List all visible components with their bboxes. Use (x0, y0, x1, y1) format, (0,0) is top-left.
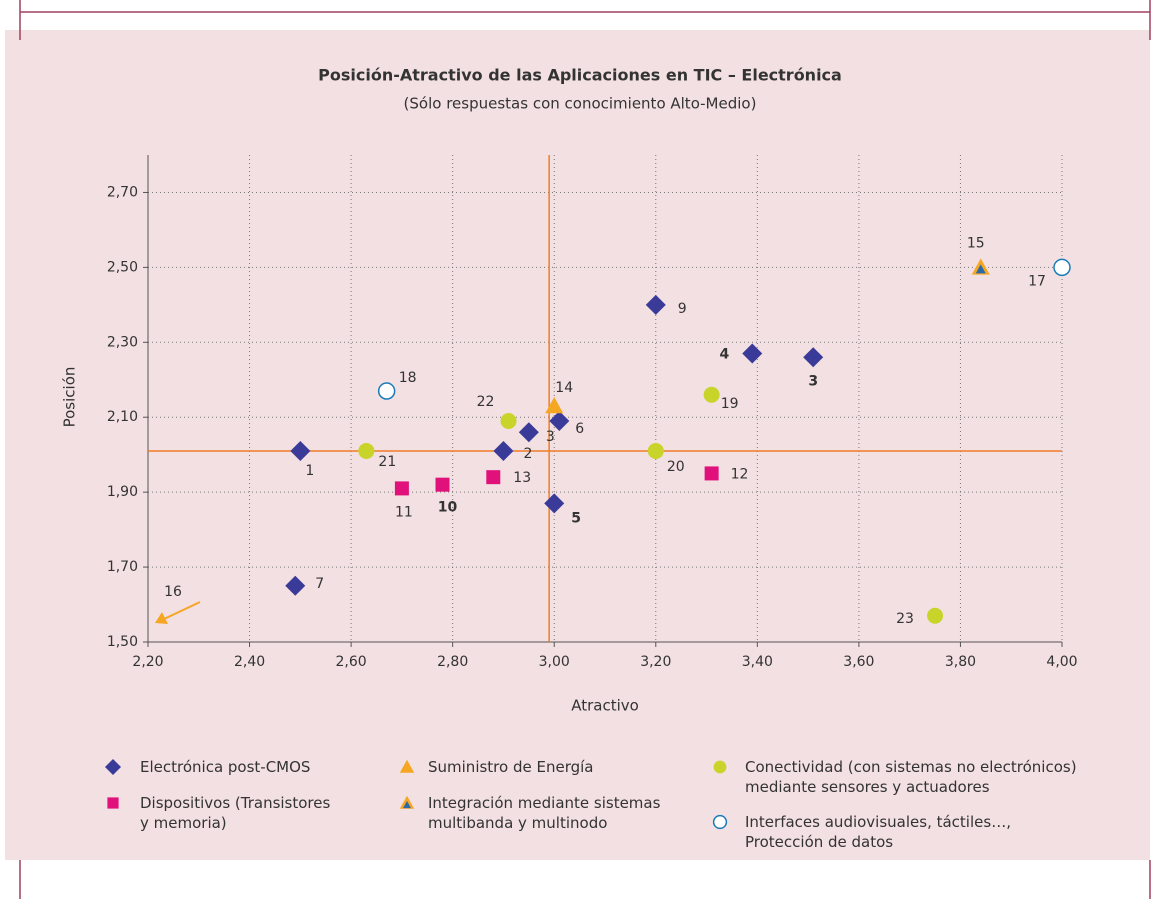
legend-label: Electrónica post-CMOS (140, 758, 311, 776)
legend-marker (105, 759, 121, 775)
point (742, 343, 763, 364)
x-tick-label: 3,60 (843, 654, 874, 670)
point-label: 7 (315, 576, 324, 592)
y-tick-label: 1,50 (107, 634, 138, 650)
y-tick-label: 1,70 (107, 559, 138, 575)
point (358, 442, 375, 459)
point (493, 440, 514, 461)
y-tick-label: 2,50 (107, 259, 138, 275)
annotation: 16 (164, 584, 182, 600)
point (1053, 258, 1071, 277)
y-tick-label: 2,70 (107, 184, 138, 200)
point (290, 440, 311, 461)
legend-label: Suministro de Energía (428, 758, 594, 776)
point-label: 4 (720, 347, 730, 363)
legend-marker (399, 759, 415, 773)
x-tick-label: 3,40 (742, 654, 773, 670)
y-axis-label: Posición (61, 367, 79, 428)
point (645, 294, 666, 315)
x-tick-label: 2,20 (132, 654, 163, 670)
point (803, 347, 824, 368)
point-label: 17 (1028, 273, 1046, 289)
arrow-head (155, 612, 168, 624)
x-tick-label: 2,40 (234, 654, 265, 670)
point (704, 466, 719, 481)
point (500, 412, 517, 429)
point (285, 575, 306, 596)
legend-label: Integración mediante sistemas multibanda… (428, 794, 661, 832)
point-label: 15 (967, 235, 985, 251)
x-tick-label: 3,80 (945, 654, 976, 670)
point (545, 396, 564, 414)
x-tick-label: 4,00 (1046, 654, 1077, 670)
point (544, 493, 565, 514)
point-label: 11 (395, 504, 413, 520)
point-inner (975, 264, 986, 274)
point-label: 21 (378, 454, 396, 470)
point-label: 12 (731, 466, 749, 482)
point (703, 386, 720, 403)
legend-label: Interfaces audiovisuales, táctiles…, Pro… (745, 813, 1011, 851)
panel (5, 30, 1150, 860)
chart-subtitle: (Sólo respuestas con conocimiento Alto-M… (404, 95, 757, 113)
point (549, 410, 570, 431)
point (377, 382, 396, 400)
legend-label: Conectividad (con sistemas no electrónic… (745, 758, 1077, 796)
x-tick-label: 3,00 (539, 654, 570, 670)
point-label: 1 (305, 463, 314, 479)
point-label: 3 (546, 429, 555, 445)
x-tick-label: 2,80 (437, 654, 468, 670)
point-label: 2 (523, 446, 532, 462)
point-label: 5 (571, 510, 581, 526)
point (927, 607, 944, 624)
legend-marker (713, 760, 727, 774)
arrow (163, 601, 201, 620)
point-label: 22 (477, 394, 495, 410)
point-inner (403, 801, 411, 809)
x-tick-label: 3,20 (640, 654, 671, 670)
point-label: 23 (896, 611, 914, 627)
y-tick-label: 2,10 (107, 409, 138, 425)
y-tick-label: 2,30 (107, 334, 138, 350)
y-tick-label: 1,90 (107, 484, 138, 500)
point-label: 20 (667, 459, 685, 475)
point-label: 3 (808, 373, 818, 389)
point (486, 470, 501, 485)
legend-marker (712, 814, 728, 830)
x-tick-label: 2,60 (336, 654, 367, 670)
chart-title: Posición-Atractivo de las Aplicaciones e… (318, 66, 842, 85)
point-label: 13 (513, 470, 531, 486)
point-label: 14 (555, 380, 573, 396)
legend-marker (107, 797, 119, 809)
legend-label: Dispositivos (Transistores y memoria) (140, 794, 331, 832)
x-axis-label: Atractivo (571, 697, 639, 715)
point-label: 6 (575, 421, 584, 437)
point-label: 9 (678, 301, 687, 317)
point (394, 481, 409, 496)
point-label: 10 (438, 500, 458, 516)
point (435, 477, 450, 492)
point-label: 19 (721, 396, 739, 412)
point (518, 422, 539, 443)
point-label: 18 (399, 370, 417, 386)
point (647, 442, 664, 459)
